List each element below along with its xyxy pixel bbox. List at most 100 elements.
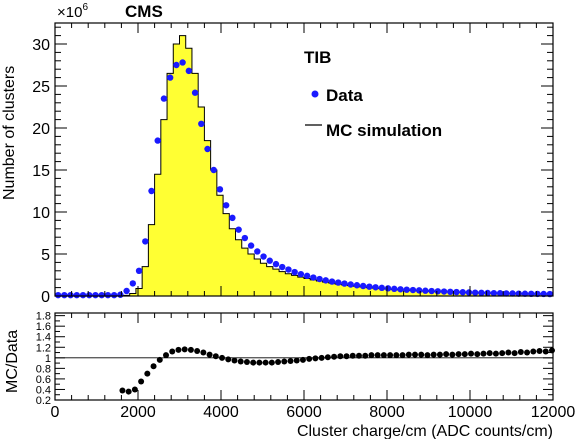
data-point [515,290,522,297]
y-tick-label: 5 [41,247,50,264]
data-point [154,137,161,144]
data-point [260,253,267,260]
ratio-point [219,354,226,361]
ratio-y-tick-label: 1 [45,353,51,365]
data-point [204,145,211,153]
ratio-y-tick-label: 1.4 [36,332,51,344]
ratio-point [237,358,244,365]
ratio-y-tick-label: 1.2 [36,342,51,354]
ratio-point [455,351,462,358]
data-point [303,272,311,280]
data-point [328,278,336,285]
ratio-y-axis-title: MC/Data [4,330,21,393]
ratio-point [125,388,132,395]
data-point [185,67,193,75]
data-point [272,260,280,268]
ratio-point [293,357,300,364]
ratio-point [536,347,543,354]
data-point [490,289,498,297]
data-point [310,274,317,281]
data-point [198,120,205,128]
ratio-point [480,350,487,357]
data-point [459,289,466,296]
ratio-point [393,352,400,359]
x-tick-label: 6000 [286,404,322,421]
ratio-point [194,347,201,354]
data-point [403,286,410,293]
cms-label: CMS [125,2,163,21]
x-tick-labels: 0 2000 4000 6000 8000 10000 12000 [51,404,576,421]
ratio-y-tick-label: 1.8 [36,311,51,323]
ratio-point [343,353,350,360]
ratio-point [474,351,481,358]
ratio-point [337,353,344,360]
ratio-point [542,348,549,355]
data-point [229,214,236,222]
data-point [353,282,361,289]
ratio-point [250,359,257,366]
data-point [359,282,367,290]
legend-mc-label: MC simulation [326,121,442,140]
ratio-point [262,359,269,366]
data-point [241,234,249,242]
data-point [297,270,305,278]
data-point [110,291,118,299]
x-tick-label: 10000 [448,404,493,421]
data-point [142,238,149,245]
ratio-point [275,359,282,366]
ratio-point [175,346,182,353]
ratio-point [206,351,213,358]
data-point [235,226,242,233]
ratio-point [268,359,275,366]
data-point [391,285,398,293]
ratio-point [430,351,437,358]
data-point [434,288,442,295]
main-ticks [54,23,554,297]
main-y-axis-title: Number of clusters [1,66,18,200]
ratio-point [355,352,362,359]
data-point [335,279,342,286]
ratio-point [212,353,219,360]
data-point [316,275,323,283]
ratio-point [412,351,419,358]
x-tick-label: 2000 [120,404,156,421]
ratio-point [387,352,394,359]
ratio-point [119,387,126,394]
ratio-point [380,352,387,359]
ratio-point [524,349,531,356]
data-point [67,291,74,299]
ratio-y-tick-labels: 0.20.40.60.811.21.41.61.8 [36,311,51,407]
data-point [92,291,99,299]
x-tick-label: 0 [51,404,60,421]
ratio-panel: 0.20.40.60.811.21.41.61.8 0 2000 4000 6000 8… [4,311,575,439]
ratio-y-tick-label: 1.6 [36,321,51,333]
ratio-point [468,350,475,357]
ratio-ticks [54,313,554,401]
ratio-point [418,351,425,358]
ratio-point [318,354,325,361]
data-point [478,289,485,297]
data-point [61,291,68,299]
y-tick-label: 20 [32,121,50,138]
data-point [210,166,217,174]
data-point [378,284,386,292]
ratio-point [530,348,537,355]
ratio-point [424,352,431,359]
data-point [254,248,261,255]
main-y-tick-labels: 0 5 10 15 20 25 30 [32,37,50,306]
ratio-point [399,352,406,359]
data-point [104,291,112,299]
data-point [247,242,255,249]
ratio-point [187,346,194,353]
data-point [372,284,379,291]
ratio-point [461,351,468,358]
data-point [409,286,417,294]
data-point [384,285,392,292]
mc-histogram [54,35,554,297]
main-panel: 0 5 10 15 20 25 30 ×106 CMS Number of clusters… [1,2,554,306]
ratio-point [405,351,412,358]
y-tick-label: 30 [32,37,50,54]
data-point [79,291,87,299]
ratio-point [163,352,170,359]
data-point [347,281,354,288]
